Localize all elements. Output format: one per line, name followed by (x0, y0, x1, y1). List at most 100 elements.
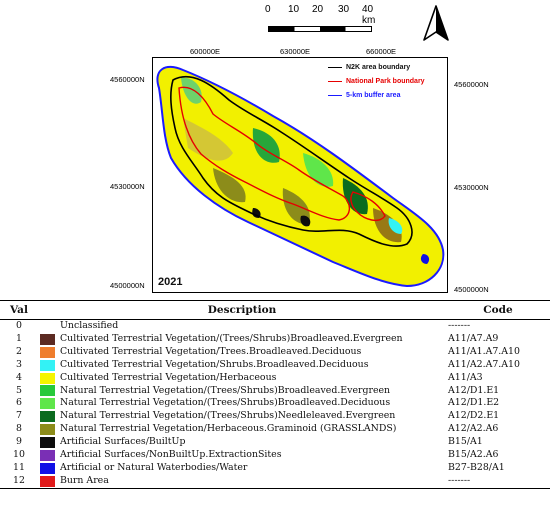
x-coord-label: 600000E (190, 47, 221, 56)
row-description: Burn Area (58, 474, 446, 489)
north-arrow-icon (423, 5, 449, 41)
swatch-color (40, 450, 55, 462)
table-row: 3 Cultivated Terrestrial Vegetation/Shrub… (0, 359, 550, 372)
scale-tick-label: 40 km (362, 4, 376, 26)
row-code: B27-B28/A1 (448, 461, 505, 473)
legend-line (328, 94, 342, 96)
row-code: ------- (448, 320, 471, 331)
row-code: A12/D1.E1 (448, 384, 500, 396)
row-description: Unclassified (60, 320, 119, 331)
row-description: Artificial Surfaces/NonBuiltUp.Extractio… (60, 449, 282, 461)
table-row: 8 Natural Terrestrial Vegetation/Herbaceo… (0, 423, 550, 436)
grassland-patch (282, 188, 310, 225)
national-park-boundary (178, 86, 350, 221)
x-coord-label: 630000E (280, 47, 311, 56)
row-code: A11/A1.A7.A10 (448, 345, 520, 357)
deciduous-patch (303, 153, 334, 187)
header-description: Description (38, 300, 446, 320)
y-coord-label-right: 4500000N (454, 285, 489, 294)
x-coord-label: 660000E (366, 47, 397, 56)
scale-bar: 0 10 20 30 40 km (258, 4, 384, 44)
y-coord-label-right: 4560000N (454, 80, 489, 89)
legend-line (328, 80, 342, 82)
table-row: 11 Artificial or Natural Waterbodies/Wate… (0, 462, 550, 475)
row-description: Cultivated Terrestrial Vegetation/Trees.… (60, 345, 362, 357)
color-swatch (38, 423, 58, 436)
table-header-row: Val Description Code (0, 300, 550, 320)
table-row: 10 Artificial Surfaces/NonBuiltUp.Extract… (0, 449, 550, 462)
color-swatch (38, 346, 58, 359)
row-code: A12/D2.E1 (448, 410, 500, 422)
row-value: 8 (16, 423, 22, 435)
y-coord-label-right: 4530000N (454, 183, 489, 192)
row-value: 7 (16, 410, 22, 422)
builtup-patch (300, 215, 311, 227)
map-overlay-legend: N2K area boundary National Park boundary… (325, 60, 445, 104)
legend-buffer: 5-km buffer area (328, 92, 400, 99)
row-value: 11 (13, 461, 25, 473)
legend-n2k: N2K area boundary (328, 64, 410, 71)
scale-bar-graphic (268, 26, 372, 32)
row-description: Cultivated Terrestrial Vegetation/Herbac… (60, 371, 277, 383)
color-swatch (38, 397, 58, 410)
color-swatch (38, 333, 58, 346)
header-val: Val (0, 300, 38, 320)
color-swatch (38, 410, 58, 423)
row-code: ------- (446, 474, 550, 489)
row-description: Natural Terrestrial Vegetation/(Trees/Sh… (60, 410, 396, 422)
n2k-boundary (170, 75, 413, 247)
row-value: 5 (16, 384, 22, 396)
cyan-patch (388, 218, 403, 234)
scale-tick-label: 10 (288, 4, 300, 15)
color-swatch (38, 436, 58, 449)
row-description: Artificial or Natural Waterbodies/Water (60, 461, 248, 473)
row-value: 10 (13, 449, 25, 461)
broadleaved-patch (181, 77, 202, 104)
color-swatch (38, 449, 58, 462)
row-description: Natural Terrestrial Vegetation/(Trees/Sh… (60, 397, 391, 409)
scale-tick-label: 0 (265, 4, 271, 15)
land-cover-legend-table: Val Description Code 0 Unclassified ------… (0, 300, 550, 489)
row-code: A11/A7.A9 (448, 332, 499, 344)
row-value: 1 (16, 332, 22, 344)
table-row: 0 Unclassified ------- (0, 320, 550, 333)
legend-national-park: National Park boundary (328, 78, 425, 85)
national-park-boundary (350, 191, 386, 222)
table-row: 2 Cultivated Terrestrial Vegetation/Trees… (0, 346, 550, 359)
swatch-color (40, 462, 55, 474)
row-description: Cultivated Terrestrial Vegetation/Shrubs… (60, 358, 369, 370)
row-value: 9 (16, 436, 22, 448)
swatch-color (40, 437, 55, 449)
swatch-color (40, 385, 55, 397)
water-patch (420, 254, 430, 264)
color-swatch (38, 385, 58, 398)
row-value: 12 (0, 474, 38, 489)
swatch-color (40, 333, 55, 345)
y-coord-label: 4500000N (110, 281, 145, 290)
row-description: Cultivated Terrestrial Vegetation/(Trees… (60, 332, 403, 344)
row-value: 2 (16, 345, 22, 357)
swatch-color (40, 424, 55, 436)
row-value: 3 (16, 358, 22, 370)
row-description: Artificial Surfaces/BuiltUp (60, 436, 186, 448)
row-code: A11/A3 (448, 371, 483, 383)
row-description: Natural Terrestrial Vegetation/(Trees/Sh… (60, 384, 391, 396)
swatch-color (40, 372, 55, 384)
table-row: 4 Cultivated Terrestrial Vegetation/Herba… (0, 372, 550, 385)
color-swatch (38, 462, 58, 475)
table-row: 6 Natural Terrestrial Vegetation/(Trees/S… (0, 397, 550, 410)
color-swatch (38, 359, 58, 372)
table-row: 1 Cultivated Terrestrial Vegetation/(Tree… (0, 333, 550, 346)
cultivated-patch (373, 208, 402, 243)
scale-tick-label: 20 (312, 4, 324, 15)
header-code: Code (446, 300, 550, 320)
color-swatch (38, 320, 58, 333)
land-cover-map (156, 65, 445, 288)
map-year: 2021 (158, 276, 183, 288)
row-code: A12/A2.A6 (448, 423, 499, 435)
swatch-color (40, 359, 55, 371)
scale-tick-label: 30 (338, 4, 350, 15)
map-panel: 0 10 20 30 40 km 600000E 630000E 660000E… (110, 4, 489, 294)
buffer-area (156, 65, 445, 288)
legend-line (328, 66, 342, 68)
